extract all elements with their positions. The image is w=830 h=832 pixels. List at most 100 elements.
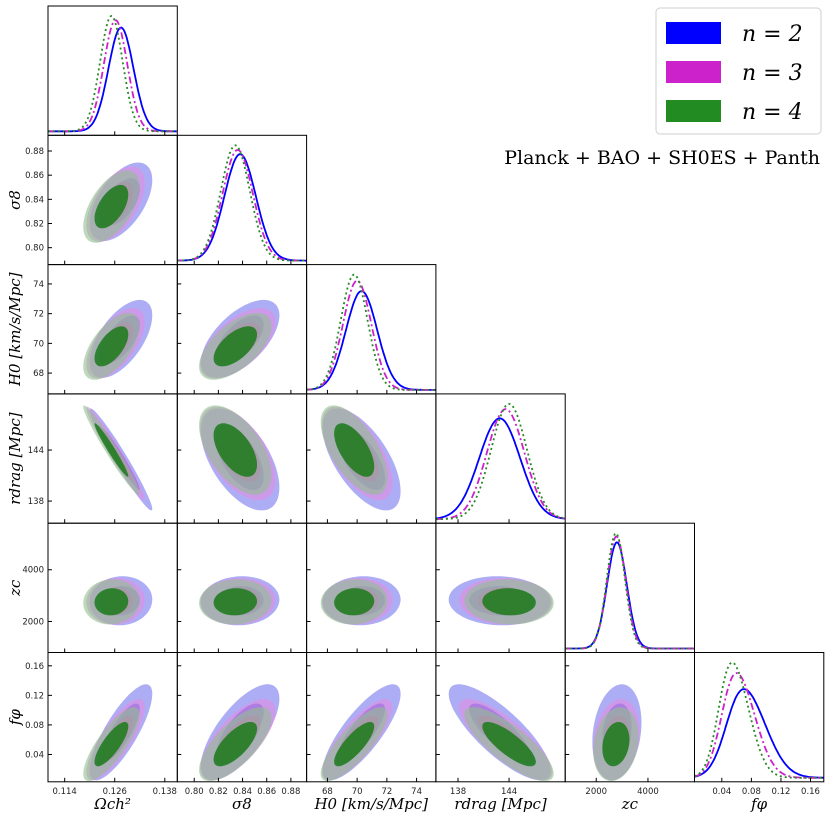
x-tick-label-sigma8: 0.88 [281, 787, 300, 797]
marginal-sigma8-n-3 [177, 148, 307, 262]
legend-label-n4: n = 4 [742, 100, 803, 125]
contour-68-r-drag-f-phi-n-4 [482, 722, 536, 767]
x-tick-label-r-drag: 144 [501, 787, 517, 797]
panel-frame [47, 5, 178, 136]
contour-68-sigma8-r-drag-n-4 [213, 423, 257, 477]
x-tick-label-h0: 74 [411, 787, 422, 797]
panel-omega-c-h2-vs-omega-c-h2 [47, 5, 178, 136]
panel-omega-c-h2-vs-z-c: 2000 4000 [22, 522, 178, 654]
marginal-sigma8-n-4 [177, 144, 307, 262]
panel-sigma8-vs-h0 [176, 264, 308, 395]
legend-swatch-n3 [666, 61, 721, 83]
panel-sigma8-vs-z-c [176, 522, 308, 654]
legend: n = 2 n = 3 n = 4 [655, 7, 822, 135]
contour-68-h0-r-drag-n-4 [334, 423, 375, 477]
marginal-omega-c-h2-n-4 [48, 15, 178, 133]
marginal-omega-c-h2-n-2 [48, 26, 178, 133]
marginal-h0-n-4 [306, 273, 436, 391]
marginal-omega-c-h2-n-3 [48, 19, 178, 133]
contour-68-h0-f-phi-n-4 [334, 722, 375, 767]
contour-68-z-c-f-phi-n-4 [602, 722, 630, 767]
y-axis-label-r-drag: rdrag [Mpc] [6, 412, 24, 504]
x-axis-label-h0: H0 [km/s/Mpc] [313, 795, 428, 813]
panel-r-drag-vs-r-drag [435, 393, 566, 524]
y-tick-label-sigma8: 0.82 [25, 220, 44, 230]
x-axis-label-f-phi: fφ [750, 795, 768, 813]
panel-h0-vs-z-c [306, 522, 437, 654]
x-tick-label-z-c: 4000 [637, 787, 659, 797]
marginal-z-c-n-2 [565, 541, 695, 650]
y-tick-label-z-c: 4000 [22, 566, 44, 576]
y-tick-label-sigma8: 0.84 [25, 195, 44, 205]
y-tick-label-z-c: 2000 [22, 617, 44, 627]
contour-68-sigma8-z-c-n-4 [213, 588, 257, 616]
contour-68-omega-c-h2-sigma8-n-4 [94, 184, 129, 229]
contour-68-omega-c-h2-h0-n-4 [94, 326, 129, 367]
marginal-sigma8-n-2 [177, 153, 307, 262]
y-tick-label-h0: 70 [33, 339, 44, 349]
legend-label-n2: n = 2 [742, 22, 803, 47]
y-tick-label-sigma8: 0.88 [25, 147, 44, 157]
marginal-r-drag-n-3 [435, 408, 566, 520]
contour-68-sigma8-h0-n-4 [213, 326, 257, 367]
y-tick-label-f-phi: 0.12 [25, 691, 44, 701]
panel-h0-vs-f-phi: 68 70 72 74 [306, 652, 437, 797]
marginal-h0-n-3 [306, 279, 436, 391]
panel-r-drag-vs-f-phi: 138 144 [435, 652, 566, 797]
x-axis-label-omega-c-h2: Ωch² [93, 795, 131, 813]
y-tick-label-r-drag: 138 [28, 497, 44, 507]
contour-68-sigma8-f-phi-n-4 [213, 722, 258, 767]
panel-omega-c-h2-vs-h0: 68 70 72 74 [33, 264, 178, 395]
contour-68-omega-c-h2-z-c-n-4 [94, 588, 129, 616]
x-tick-label-h0: 68 [322, 787, 333, 797]
x-tick-label-omega-c-h2: 0.126 [103, 787, 127, 797]
x-tick-label-sigma8: 0.82 [209, 787, 228, 797]
x-tick-label-sigma8: 0.80 [185, 787, 204, 797]
panel-omega-c-h2-vs-f-phi: 0.114 0.126 0.138 0.04 0.08 0.12 0.16 [25, 652, 178, 797]
y-tick-label-sigma8: 0.80 [25, 244, 44, 254]
panel-omega-c-h2-vs-r-drag: 138 144 [28, 393, 178, 524]
contour-68-omega-c-h2-f-phi-n-4 [94, 722, 129, 767]
panel-z-c-vs-f-phi: 2000 4000 [564, 652, 696, 797]
panel-sigma8-vs-r-drag [176, 393, 308, 524]
panels: 0.80 0.82 0.84 0.86 0.88 68 70 72 74 138 144 2000 40… [6, 5, 825, 813]
x-tick-label-f-phi: 0.08 [742, 787, 761, 797]
y-tick-label-r-drag: 144 [28, 446, 44, 456]
x-axis-label-r-drag: rdrag [Mpc] [454, 795, 546, 813]
x-tick-label-omega-c-h2: 0.138 [153, 787, 177, 797]
x-axis-label-z-c: zc [621, 795, 639, 813]
y-tick-label-f-phi: 0.16 [25, 662, 44, 672]
panel-frame [306, 264, 437, 395]
x-tick-label-f-phi: 0.16 [801, 787, 820, 797]
datasets-label: Planck + BAO + SH0ES + Panth [504, 147, 820, 169]
x-tick-label-z-c: 2000 [585, 787, 607, 797]
y-tick-label-f-phi: 0.04 [25, 750, 44, 760]
contour-68-r-drag-z-c-n-4 [482, 588, 536, 616]
panel-r-drag-vs-z-c [435, 522, 566, 654]
y-tick-label-h0: 72 [33, 310, 44, 320]
marginal-z-c-n-3 [565, 535, 695, 650]
marginal-z-c-n-4 [565, 532, 695, 650]
x-tick-label-sigma8: 0.84 [233, 787, 252, 797]
x-tick-label-f-phi: 0.04 [712, 787, 731, 797]
legend-swatch-n2 [666, 22, 721, 44]
y-tick-label-h0: 68 [33, 369, 44, 379]
x-axis-label-sigma8: σ8 [232, 795, 252, 813]
contour-68-omega-c-h2-r-drag-n-4 [94, 423, 129, 477]
panel-h0-vs-h0 [306, 264, 437, 395]
x-tick-label-h0: 72 [381, 787, 392, 797]
x-tick-label-r-drag: 138 [450, 787, 466, 797]
x-tick-label-h0: 70 [352, 787, 363, 797]
marginal-f-phi-n-3 [694, 672, 824, 779]
x-tick-label-omega-c-h2: 0.114 [53, 787, 77, 797]
x-tick-label-f-phi: 0.12 [771, 787, 790, 797]
panel-f-phi-vs-f-phi: 0.04 0.08 0.12 0.16 [694, 652, 825, 797]
y-tick-label-sigma8: 0.86 [25, 171, 44, 181]
y-axis-label-z-c: zc [6, 579, 24, 597]
x-tick-label-sigma8: 0.86 [257, 787, 276, 797]
y-tick-label-h0: 74 [33, 280, 44, 290]
y-axis-label-f-phi: fφ [6, 709, 24, 727]
panel-sigma8-vs-f-phi: 0.80 0.82 0.84 0.86 0.88 [176, 652, 308, 797]
panel-frame [694, 652, 825, 783]
marginal-r-drag-n-4 [435, 402, 566, 521]
